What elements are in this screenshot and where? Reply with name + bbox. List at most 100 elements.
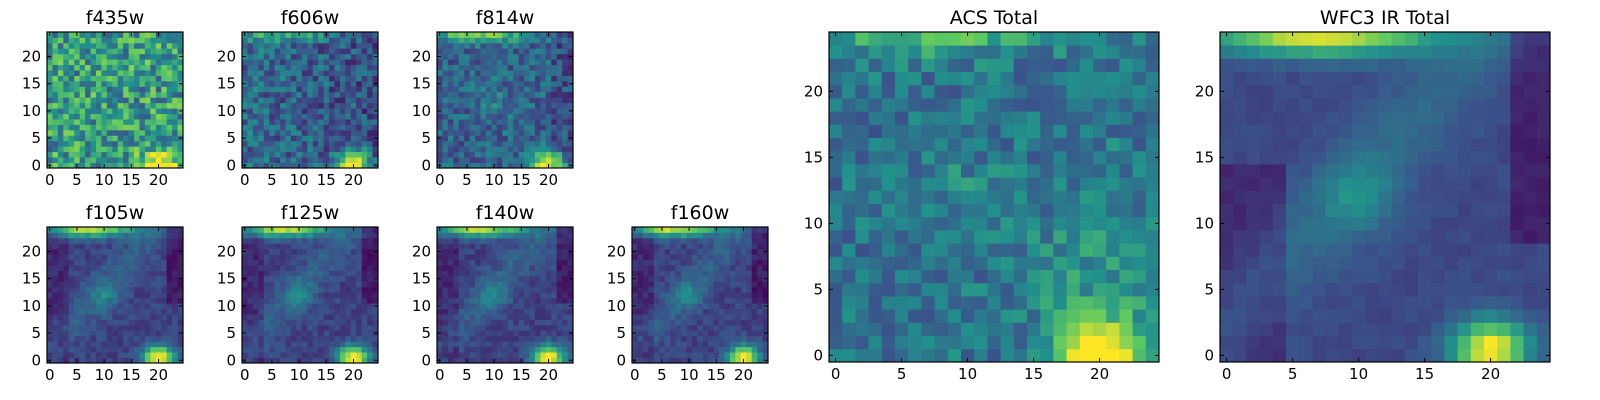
heatmap-cell [437,140,443,147]
heatmap-cell [664,270,671,277]
heatmap-cell [172,286,178,293]
heatmap-cell [68,227,75,233]
heatmap-cell [112,335,119,342]
heatmap-cell [63,292,70,299]
heatmap-cell [740,346,747,353]
heatmap-cell [280,119,286,125]
y-tick-label: 0 [226,351,236,369]
heatmap-cell [252,80,259,87]
heatmap-cell [63,86,70,93]
heatmap-cell [437,42,443,49]
heatmap-cell [356,162,363,169]
heatmap-cell [166,64,173,71]
heatmap-cell [1066,269,1081,284]
heatmap-cell [166,319,173,326]
heatmap-cell [90,124,97,131]
heatmap-cell [491,292,498,299]
heatmap-cell [675,286,682,293]
heatmap-cell [502,42,509,49]
heatmap-cell [475,330,481,337]
heatmap-cell [356,286,363,293]
heatmap-cell [713,292,720,299]
heatmap-cell [562,70,568,76]
heatmap-cell [1145,309,1160,323]
heatmap-cell [442,265,449,271]
heatmap-cell [258,157,265,163]
heatmap-cell [637,281,644,288]
heatmap-cell [95,162,102,169]
heatmap-cell [301,297,308,304]
heatmap-cell [161,86,168,93]
heatmap-cell [285,108,292,114]
heatmap-cell [68,303,75,309]
heatmap-cell [139,151,146,158]
heatmap-cell [280,254,286,261]
y-tick-label: 0 [421,351,431,369]
heatmap-cell [686,237,693,244]
heatmap-cell [263,265,270,271]
heatmap-cell [252,108,259,114]
heatmap-cell [1066,296,1081,310]
heatmap-cell [339,157,346,163]
heatmap-cell [296,124,303,131]
heatmap-cell [670,227,676,233]
heatmap-cell [68,352,75,358]
heatmap-cell [52,232,59,239]
heatmap-cell [63,102,70,109]
heatmap-cell [697,352,704,358]
heatmap-cell [166,108,173,114]
heatmap-cell [112,270,119,277]
heatmap-cell [101,53,108,60]
heatmap-cell [751,275,758,282]
heatmap-cell [367,140,373,147]
heatmap-cell [123,330,129,337]
heatmap-cell [52,281,59,288]
heatmap-cell [453,37,460,44]
heatmap-cell [534,124,541,131]
heatmap-cell [269,113,276,120]
heatmap-cell [106,243,113,250]
heatmap-cell [290,135,297,142]
heatmap-cell [301,124,308,131]
heatmap-cell [551,162,558,169]
heatmap-cell [280,357,286,364]
heatmap-cell [318,146,324,153]
heatmap-cell [47,75,53,82]
heatmap-cell [648,357,655,364]
heatmap-cell [144,37,151,44]
heatmap-cell [762,346,769,353]
heatmap-cell [318,270,324,277]
heatmap-cell [106,314,113,320]
heatmap-cell [161,119,168,125]
heatmap-cell [491,232,498,239]
heatmap-cell [534,324,541,331]
heatmap-cell [329,292,335,299]
heatmap-cell [312,108,319,114]
heatmap-cell [513,80,519,87]
heatmap-cell [139,80,146,87]
heatmap-cell [724,259,731,266]
heatmap-cell [513,108,519,114]
heatmap-cell [329,270,335,277]
heatmap-cell [729,275,736,282]
heatmap-cell [106,124,113,131]
heatmap-cell [518,243,525,250]
heatmap-cell [453,324,460,331]
heatmap-cell [339,91,346,98]
heatmap-cell [52,227,59,233]
heatmap-cell [85,42,91,49]
heatmap-cell [458,37,465,44]
heatmap-cell [458,352,465,358]
heatmap-cell [475,42,481,49]
heatmap-cell [128,113,135,120]
heatmap-cell [447,119,454,125]
heatmap-cell [545,314,552,320]
heatmap-cell [1066,335,1081,350]
heatmap-cell [252,75,259,82]
heatmap-cell [139,352,146,358]
heatmap-cell [290,275,297,282]
y-tick-label: 10 [22,102,41,120]
heatmap-cell [252,146,259,153]
heatmap-cell [95,259,102,266]
heatmap-cell [540,70,547,76]
